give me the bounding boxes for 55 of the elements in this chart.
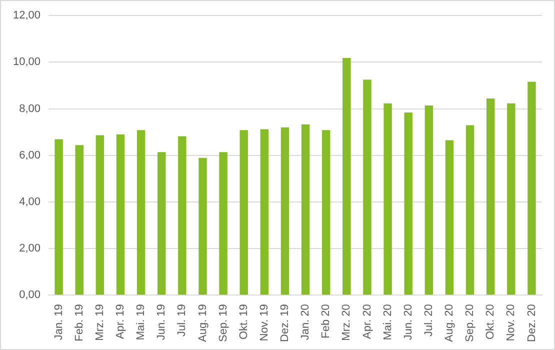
x-tick-label: Jun. 19 xyxy=(156,304,168,340)
x-tick-label: Mrz. 19 xyxy=(94,304,106,341)
y-tick-label: 6,00 xyxy=(19,149,41,162)
x-tick-label: Mrz. 20 xyxy=(340,304,353,341)
x-tick-label: Jan. 20 xyxy=(300,304,312,340)
bar xyxy=(198,158,207,295)
bar xyxy=(466,125,474,295)
bar xyxy=(384,103,392,295)
bar xyxy=(301,124,310,295)
bar xyxy=(322,130,330,295)
bar xyxy=(404,112,412,295)
x-tick-label: Apr. 19 xyxy=(114,304,127,339)
bar xyxy=(178,136,186,295)
x-tick-label: Sep. 19 xyxy=(217,304,230,342)
x-tick-label: Feb 20 xyxy=(320,304,332,338)
bar xyxy=(219,152,228,295)
bar xyxy=(280,127,290,295)
y-tick-label: 8,00 xyxy=(19,102,41,115)
y-tick-label: 10,00 xyxy=(12,56,41,68)
x-tick-label: Jul. 20 xyxy=(422,304,435,336)
x-tick-label: Aug. 19 xyxy=(196,304,209,342)
bar xyxy=(342,58,351,295)
bar xyxy=(486,98,495,295)
y-tick-label: 0,00 xyxy=(19,289,41,302)
y-tick-label: 4,00 xyxy=(19,196,41,208)
x-tick-label: Nov. 20 xyxy=(505,304,518,342)
x-tick-label: Jan. 19 xyxy=(52,304,65,340)
bar xyxy=(116,134,125,295)
x-tick-label: Jul. 19 xyxy=(176,304,188,336)
x-tick-label: Sep. 20 xyxy=(464,304,476,342)
bar xyxy=(445,140,454,295)
bar xyxy=(54,139,63,295)
bar xyxy=(240,130,248,295)
bar xyxy=(424,106,434,295)
bar xyxy=(75,145,84,295)
x-tick-label: Jun. 20 xyxy=(402,304,414,340)
x-tick-label: Okt. 20 xyxy=(484,304,497,340)
bar xyxy=(507,103,516,295)
x-tick-label: Aug. 20 xyxy=(444,304,456,342)
x-tick-label: Mai. 19 xyxy=(135,304,148,340)
x-tick-label: Nov. 19 xyxy=(258,304,270,342)
x-tick-label: Mai. 20 xyxy=(382,304,394,340)
y-tick-label: 2,00 xyxy=(19,242,41,255)
bar xyxy=(363,80,372,295)
bar xyxy=(528,82,536,295)
bar xyxy=(158,152,166,295)
x-tick-label: Okt. 19 xyxy=(238,304,250,340)
x-tick-label: Feb. 19 xyxy=(73,304,86,342)
x-tick-label: Apr. 20 xyxy=(361,304,374,339)
bar xyxy=(96,135,104,295)
bar xyxy=(260,129,269,295)
x-tick-label: Dez. 20 xyxy=(526,304,538,342)
y-tick-label: 12,00 xyxy=(12,10,41,22)
x-tick-label: Dez. 19 xyxy=(279,304,292,342)
bar xyxy=(136,130,146,295)
